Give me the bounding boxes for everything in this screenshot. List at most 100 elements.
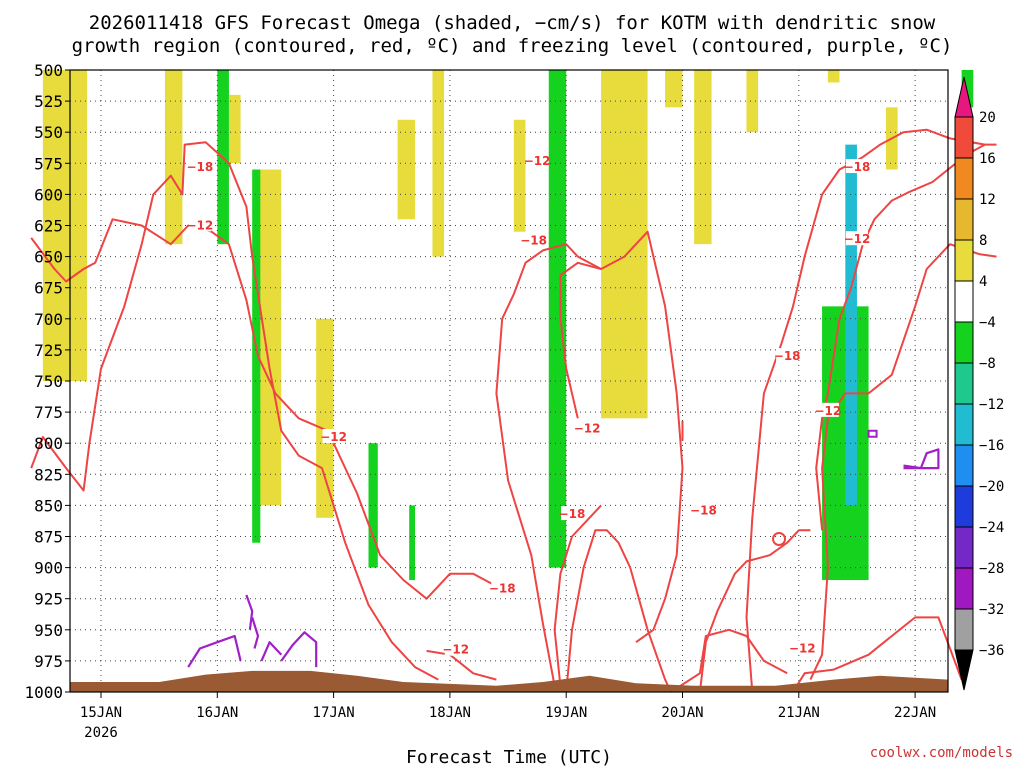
contour-label-bg-11 (816, 402, 839, 417)
contour-label-12: −12 (789, 641, 816, 655)
contour-label-4: −18 (489, 582, 516, 596)
freezing-contour-3 (245, 594, 254, 630)
colorbar-band-9 (954, 485, 974, 528)
omega-region-15 (252, 169, 261, 543)
colorbar-label-11: −28 (979, 561, 1004, 577)
terrain-layer (70, 670, 948, 692)
y-tick-label-575: 575 (34, 154, 63, 173)
contour-label-bg-2 (322, 428, 345, 443)
y-tick-label-950: 950 (34, 621, 63, 640)
contour-label-bg-6 (522, 232, 545, 247)
omega-region-6 (432, 70, 445, 257)
omega-region-17 (409, 505, 416, 581)
y-tick-label-650: 650 (34, 248, 63, 267)
colorbar-band-3 (954, 239, 974, 282)
colorbar-label-13: −36 (979, 643, 1004, 659)
dgz-contour-9 (792, 616, 963, 693)
colorbar-band-2 (954, 198, 974, 241)
x-tick-label-6: 21JAN (778, 705, 820, 721)
colorbar-label-5: −4 (979, 315, 996, 331)
colorbar-label-4: 4 (979, 274, 987, 290)
chart-title-line1: 2026011418 GFS Forecast Omega (shaded, −… (89, 12, 936, 34)
y-tick-label-800: 800 (34, 434, 63, 453)
colorbar-band-12 (954, 608, 974, 651)
omega-region-10 (694, 70, 712, 245)
dgz-contour-3 (495, 230, 684, 686)
dgz-contour-7 (698, 529, 811, 693)
grid-layer (70, 70, 948, 692)
y-tick-label-850: 850 (34, 496, 63, 515)
colorbar-label-3: 8 (979, 233, 987, 249)
dgz-contour-12 (745, 128, 986, 693)
contour-label-0: −18 (186, 160, 213, 174)
y-tick-label-775: 775 (34, 403, 63, 422)
y-axis: 500 525 550 575 600 625 650 675 700 725 750 775 800 8… (24, 61, 70, 702)
freezing-contour-0 (187, 634, 242, 668)
contour-label-13: −18 (844, 160, 871, 174)
freezing-contour-1 (260, 641, 283, 662)
x-tick-label-2: 17JAN (313, 705, 355, 721)
contour-label-bg-9 (692, 502, 715, 517)
colorbar-label-6: −8 (979, 356, 996, 372)
omega-region-5 (397, 119, 416, 220)
colorbar-band-1 (954, 157, 974, 200)
colorbar-band-6 (954, 362, 974, 405)
freezing-level-layer (187, 429, 940, 668)
freezing-contour-4 (251, 617, 260, 649)
colorbar-band-11 (954, 567, 974, 610)
contour-label-bg-7 (561, 506, 584, 521)
dgz-contour-6 (565, 529, 672, 693)
colorbar-arrow-bottom (954, 649, 974, 691)
omega-region-16 (368, 443, 378, 568)
dgz-contour-4 (553, 504, 602, 686)
contour-label-bg-14 (845, 231, 868, 246)
contour-label-14: −12 (844, 232, 871, 246)
omega-region-19 (961, 70, 974, 108)
omega-region-1 (164, 70, 183, 245)
colorbar-band-7 (954, 403, 974, 446)
dgz-contour-5 (559, 261, 602, 419)
contour-label-6: −18 (520, 233, 547, 247)
chart-title-line2: growth region (contoured, red, ºC) and f… (72, 35, 953, 57)
terrain-surface (70, 670, 948, 692)
colorbar-label-0: 20 (979, 110, 996, 126)
colorbar-label-9: −20 (979, 479, 1004, 495)
y-tick-label-600: 600 (34, 185, 63, 204)
y-tick-label-550: 550 (34, 123, 63, 142)
y-tick-label-725: 725 (34, 341, 63, 360)
contour-label-bg-13 (845, 159, 868, 174)
colorbar-label-12: −32 (979, 602, 1004, 618)
omega-region-11 (746, 70, 759, 133)
y-tick-label-900: 900 (34, 559, 63, 578)
y-tick-label-750: 750 (34, 372, 63, 391)
contour-label-11: −12 (814, 404, 841, 418)
freezing-contour-2 (280, 631, 318, 668)
dgz-contour-2 (426, 649, 497, 681)
contour-label-8: −12 (574, 421, 601, 435)
omega-region-3 (258, 169, 282, 506)
contour-label-2: −12 (320, 430, 347, 444)
x-year-label: 2026 (84, 725, 118, 741)
contour-label-layer: −18 −12 −12 −12 −18 −12 −18 −18 −12 −18 −18 −12 −12 −… (186, 152, 871, 657)
colorbar: 20 16 12 8 4 −4 −8 −12 −16 −20 −24 −28 −32 −36 (954, 76, 1004, 691)
omega-region-7 (513, 119, 526, 232)
contour-label-bg-5 (526, 152, 549, 167)
y-tick-label-625: 625 (34, 217, 63, 236)
y-tick-label-700: 700 (34, 310, 63, 329)
y-tick-label-925: 925 (34, 590, 63, 609)
colorbar-label-8: −16 (979, 438, 1004, 454)
credit-text: coolwx.com/models (870, 745, 1013, 761)
omega-region-4 (316, 318, 334, 518)
freezing-contour-5 (903, 448, 940, 470)
freezing-contour-box (867, 429, 878, 438)
colorbar-label-2: 12 (979, 192, 996, 208)
omega-region-9 (665, 70, 683, 108)
x-tick-label-1: 16JAN (196, 705, 238, 721)
y-tick-label-525: 525 (34, 92, 63, 111)
y-tick-label-1000: 1000 (24, 683, 63, 702)
colorbar-label-10: −24 (979, 520, 1004, 536)
colorbar-band-5 (954, 321, 974, 364)
contour-label-bg-3 (444, 641, 467, 656)
contour-label-3: −12 (442, 643, 469, 657)
contour-label-bg-12 (791, 640, 814, 655)
